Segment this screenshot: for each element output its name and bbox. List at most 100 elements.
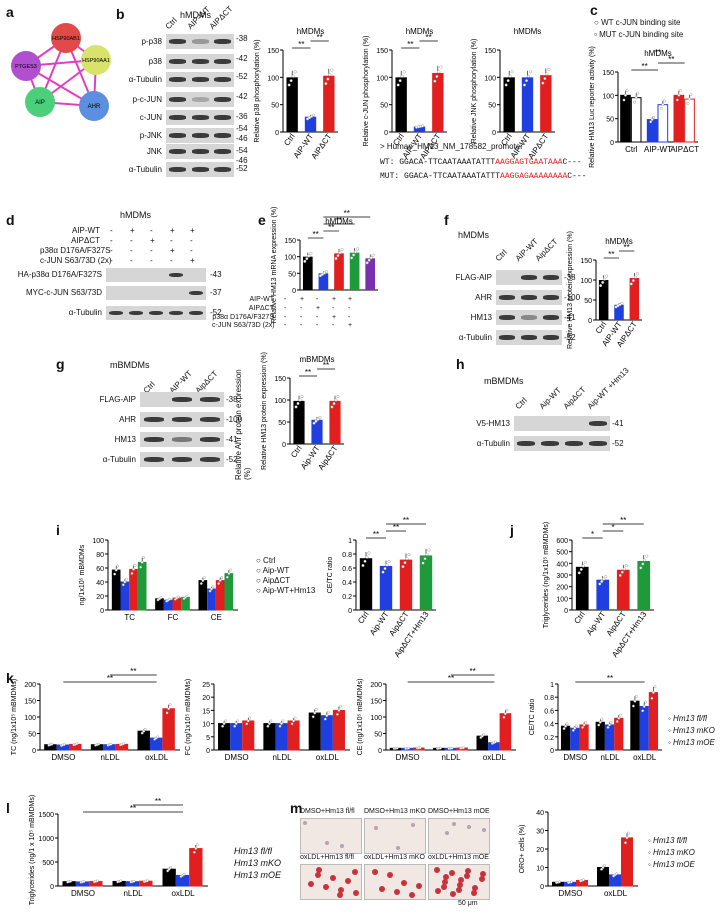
data-point [194,847,198,850]
kda-marker: -38 [564,273,576,282]
data-point [367,551,371,555]
chart-k2: 0 5 10 15 20 25 FC (ng/1x10⁵ mBMDMs) DMSO nLDL ox… [185,679,350,762]
data-point [558,880,561,884]
promoter-title: > Human_HM13_NM_178582_promoter [380,142,523,151]
data-point [602,577,606,581]
kda-marker: -41 [612,419,624,428]
data-point [318,415,322,419]
data-point [506,79,510,83]
data-point [423,557,427,561]
y-tick-label: 300 [556,573,568,580]
y-tick-label: 0 [348,608,352,615]
blot-band [172,417,192,422]
y-tick-label: 100 [92,538,104,545]
stained-cell [435,888,441,894]
blot-band [144,437,164,442]
data-point [652,115,656,119]
kda-marker: -41 [564,313,576,322]
y-tick-label: 20 [536,847,544,854]
blot-band [565,441,583,446]
kda-marker: -52 [210,308,222,317]
data-point [313,711,317,715]
bar [302,256,313,290]
sig-label: ** [403,516,409,525]
data-point [624,93,627,97]
network-node [25,87,55,117]
legend-entry: ◦ Hm13 mOE [648,860,695,869]
data-point [169,866,173,869]
sign-cell: - [130,246,133,255]
stained-cell [330,875,336,881]
bar [503,77,515,132]
node-label: AIP [35,100,45,106]
stained-cell [323,884,329,890]
bar [432,72,444,132]
blot-row-label: α-Tubulin [102,455,136,464]
blot-band [521,275,537,280]
x-tick-label: TC [124,613,135,622]
legend-entry: ○ AipΔCT [256,576,291,585]
y-tick-label: 200 [556,585,568,592]
sign-cell: - [300,305,303,312]
x-tick-label: Ctrl [289,444,304,460]
bar [242,720,255,751]
y-axis-label: CE/TC ratio [529,699,536,736]
y-tick-label: 50 [380,103,388,110]
sig-label: ** [624,243,630,252]
kda-marker: -100 [564,293,581,302]
bar [175,874,190,887]
blot-strip [514,436,610,451]
data-point [631,279,635,283]
condition-label: AIP-WT [72,226,100,235]
stained-cell [338,887,344,893]
stained-cell [352,869,358,875]
data-point [293,716,297,720]
sign-cell: - [332,305,335,312]
bar [399,559,413,610]
sign-cell: + [150,236,155,245]
data-point [644,700,648,704]
data-point [130,572,134,575]
blot-strip [106,286,206,300]
data-point [385,563,389,567]
blot-strip [496,310,562,325]
blot-band [191,77,209,82]
data-point [326,710,330,714]
stained-cell [452,822,456,826]
data-point [292,719,295,723]
y-tick-label: 0.8 [342,552,352,559]
y-tick-label: 0 [292,288,296,295]
blot-band [499,335,515,340]
sign-cell: - [316,322,319,329]
sign-cell: - [284,322,287,329]
data-point [361,563,365,567]
condition-label: c-JUN S63/73D (2x) [40,256,112,265]
legend-entry: ○ Aip-WT+Hm13 [256,586,316,595]
data-point [132,568,135,571]
y-tick-label: 100 [267,75,279,82]
data-point [395,746,399,750]
data-point [95,879,99,883]
blot-band [543,295,559,300]
blot-strip [166,72,234,87]
c-legend-mut: ▫ MUT c-JUN binding site [594,30,684,39]
blot-strip [166,34,234,49]
data-point [340,248,344,252]
panel-label-i: i [56,522,60,538]
data-point [403,561,407,565]
bar [349,252,360,290]
data-point [584,721,587,724]
blot-band [214,97,232,102]
x-tick-label: Ctrl [499,132,514,148]
data-point [233,724,237,728]
x-tick-label: oxLDL [633,753,657,762]
data-point [121,583,125,587]
condition-label: p38α D176A/F327S [40,246,111,255]
data-point [547,67,551,71]
data-point [322,271,326,275]
data-point [324,270,328,274]
data-point [462,746,465,750]
data-point [543,77,547,81]
blot-strip [106,306,206,320]
data-point [677,93,681,97]
